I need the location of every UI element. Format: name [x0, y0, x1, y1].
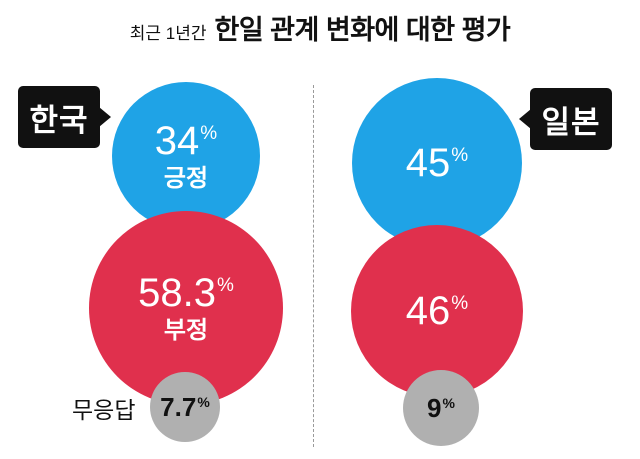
- category-label-no-response: 무응답: [72, 397, 136, 423]
- bubble-korea-positive: 34 % 긍정: [111, 82, 261, 231]
- data-label-korea-no-response: 7.7: [160, 392, 197, 423]
- chart-subtitle: 최근 1년간: [129, 24, 207, 43]
- bubble-japan-no-response: 9 %: [402, 370, 480, 447]
- bubble-japan-negative: 46 %: [350, 225, 524, 398]
- category-label-korea-positive: 긍정: [163, 165, 209, 193]
- category-label-korea-negative: 부정: [163, 316, 209, 344]
- chart-title-area: 최근 1년간 한일 관계 변화에 대한 평가: [0, 8, 640, 48]
- bubble-japan-positive: 45 %: [351, 78, 523, 249]
- percent-sign: %: [451, 145, 469, 167]
- percent-sign: %: [442, 395, 455, 412]
- bubble-korea-no-response: 7.7 %: [149, 372, 221, 443]
- data-label-japan-positive: 45: [405, 141, 451, 186]
- chart-title: 한일 관계 변화에 대한 평가: [214, 15, 511, 45]
- data-label-korea-positive: 34: [154, 119, 200, 164]
- percent-sign: %: [197, 394, 210, 411]
- group-label-korea: 한국: [18, 86, 111, 148]
- divider: [313, 85, 314, 447]
- data-label-japan-negative: 46: [405, 289, 451, 334]
- group-label-japan: 일본: [519, 88, 612, 150]
- data-label-japan-no-response: 9: [427, 393, 442, 424]
- percent-sign: %: [200, 123, 218, 145]
- percent-sign: %: [451, 293, 469, 315]
- percent-sign: %: [216, 274, 234, 296]
- data-label-korea-negative: 58.3: [138, 270, 216, 315]
